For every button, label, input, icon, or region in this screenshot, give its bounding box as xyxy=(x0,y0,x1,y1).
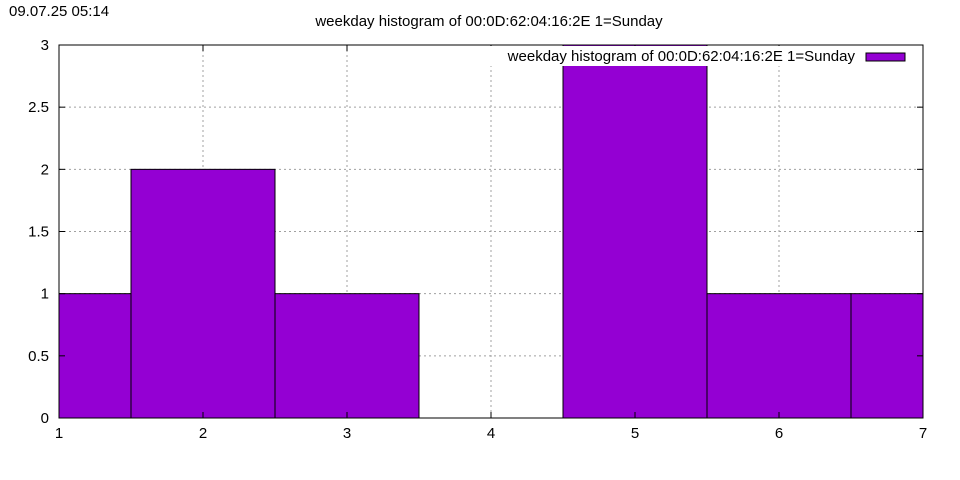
bar-weekday-6 xyxy=(706,293,852,419)
y-tick-label: 1 xyxy=(41,286,49,303)
y-tick-label: 0 xyxy=(41,410,49,427)
legend: weekday histogram of 00:0D:62:04:16:2E 1… xyxy=(482,46,906,66)
y-tick-label: 0.5 xyxy=(28,348,49,365)
legend-swatch xyxy=(865,52,906,62)
bar-weekday-3 xyxy=(274,293,420,419)
y-tick-label: 2 xyxy=(41,161,49,178)
bar-weekday-2 xyxy=(130,168,276,419)
x-tick-label: 4 xyxy=(487,425,495,442)
bar-weekday-1 xyxy=(58,293,132,419)
x-tick-label: 1 xyxy=(55,425,63,442)
timestamp: 09.07.25 05:14 xyxy=(9,3,110,20)
bar-weekday-5 xyxy=(562,44,708,419)
x-tick-label: 3 xyxy=(343,425,351,442)
y-tick-label: 2.5 xyxy=(28,99,49,116)
y-tick-label: 3 xyxy=(41,37,49,54)
legend-background xyxy=(482,46,862,66)
legend-label: weekday histogram of 00:0D:62:04:16:2E 1… xyxy=(507,48,856,65)
bars xyxy=(58,44,924,419)
x-tick-label: 2 xyxy=(199,425,207,442)
bar-weekday-7 xyxy=(850,293,924,419)
y-tick-label: 1.5 xyxy=(28,224,49,241)
x-tick-label: 7 xyxy=(919,425,927,442)
x-tick-label: 6 xyxy=(775,425,783,442)
x-tick-label: 5 xyxy=(631,425,639,442)
chart-title: weekday histogram of 00:0D:62:04:16:2E 1… xyxy=(314,13,663,30)
y-axis-ticks: 0 0.5 1 1.5 2 2.5 3 xyxy=(28,37,923,427)
